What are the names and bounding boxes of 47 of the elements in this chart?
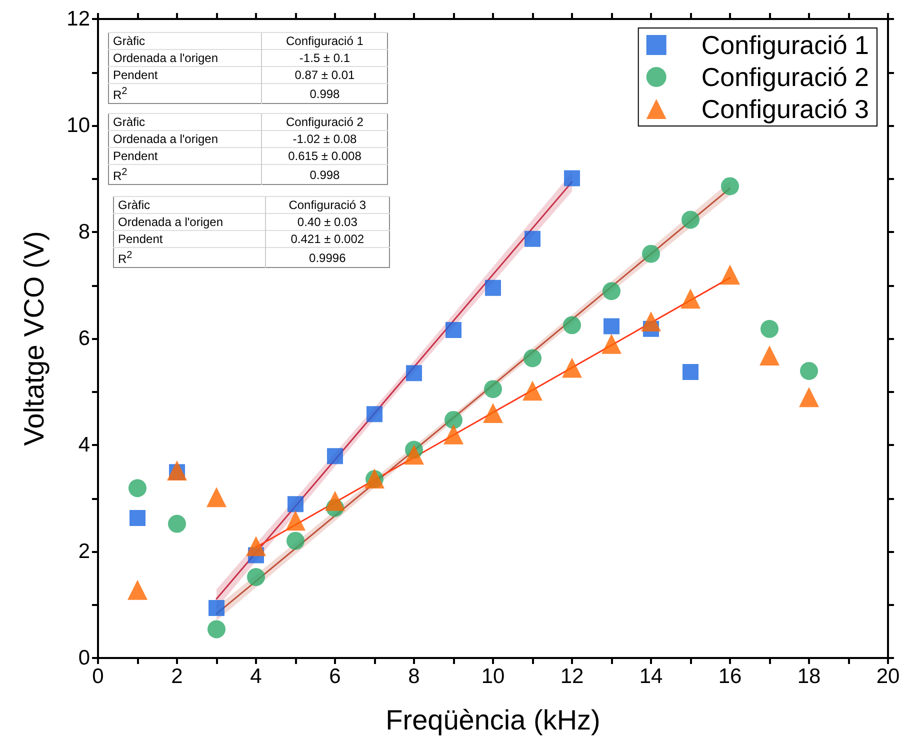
annotation: 0.421 ± 0.002 bbox=[265, 230, 390, 248]
legend-label: Configuració 1 bbox=[701, 30, 869, 60]
annotation: Gràfic bbox=[114, 196, 266, 214]
annotation: 0.615 ± 0.008 bbox=[262, 148, 388, 164]
x-tick-label: 6 bbox=[329, 665, 341, 688]
legend-label: Configuració 2 bbox=[701, 62, 869, 92]
annotation: 0.9996 bbox=[265, 248, 390, 268]
x-tick-label: 10 bbox=[481, 665, 505, 688]
annotation: Configuració 2 bbox=[262, 114, 388, 130]
annotation: Pendent bbox=[108, 148, 262, 164]
y-tick-label: 6 bbox=[78, 327, 90, 350]
x-tick-label: 20 bbox=[876, 665, 900, 688]
annotation: Pendent bbox=[114, 230, 266, 248]
annotation: Configuració 1 bbox=[262, 32, 388, 50]
annotation: Ordenada a l'origen bbox=[108, 130, 262, 148]
y-axis-title: Voltatge VCO (V) bbox=[18, 231, 50, 446]
x-axis-title: Freqüència (kHz) bbox=[386, 704, 600, 736]
annotation: 0.87 ± 0.01 bbox=[262, 66, 388, 84]
annotation: 0.40 ± 0.03 bbox=[265, 214, 390, 230]
x-tick-label: 12 bbox=[560, 665, 584, 688]
y-tick-label: 2 bbox=[78, 540, 90, 563]
y-tick-label: 12 bbox=[66, 8, 90, 30]
y-tick-label: 10 bbox=[66, 114, 90, 137]
annotation: Pendent bbox=[108, 66, 262, 84]
annotation: Gràfic bbox=[108, 114, 262, 130]
annotation: R$^{2}$ bbox=[114, 248, 266, 268]
annotation: 0.998 bbox=[262, 164, 388, 184]
x-tick-label: 14 bbox=[639, 665, 663, 688]
annotation: 0.998 bbox=[262, 84, 388, 104]
legend-label: Configuració 3 bbox=[701, 94, 869, 124]
annotation: -1.02 ± 0.08 bbox=[262, 130, 388, 148]
y-tick-label: 0 bbox=[78, 646, 90, 670]
x-tick-label: 16 bbox=[718, 665, 742, 688]
annotation: Ordenada a l'origen bbox=[114, 214, 266, 230]
y-tick-label: 4 bbox=[78, 434, 90, 456]
x-tick-label: 0 bbox=[92, 665, 104, 688]
x-tick-label: 2 bbox=[171, 665, 183, 688]
annotation: Gràfic bbox=[108, 32, 262, 50]
annotation: -1.5 ± 0.1 bbox=[262, 50, 388, 66]
x-tick-label: 18 bbox=[797, 665, 821, 688]
annotation: R$^{2}$ bbox=[108, 84, 262, 104]
annotation: Ordenada a l'origen bbox=[108, 50, 262, 66]
y-tick-label: 8 bbox=[78, 220, 90, 244]
x-tick-label: 8 bbox=[408, 665, 420, 688]
annotation: Configuració 3 bbox=[265, 196, 390, 214]
annotation: R$^{2}$ bbox=[108, 164, 262, 184]
x-tick-label: 4 bbox=[250, 665, 262, 688]
